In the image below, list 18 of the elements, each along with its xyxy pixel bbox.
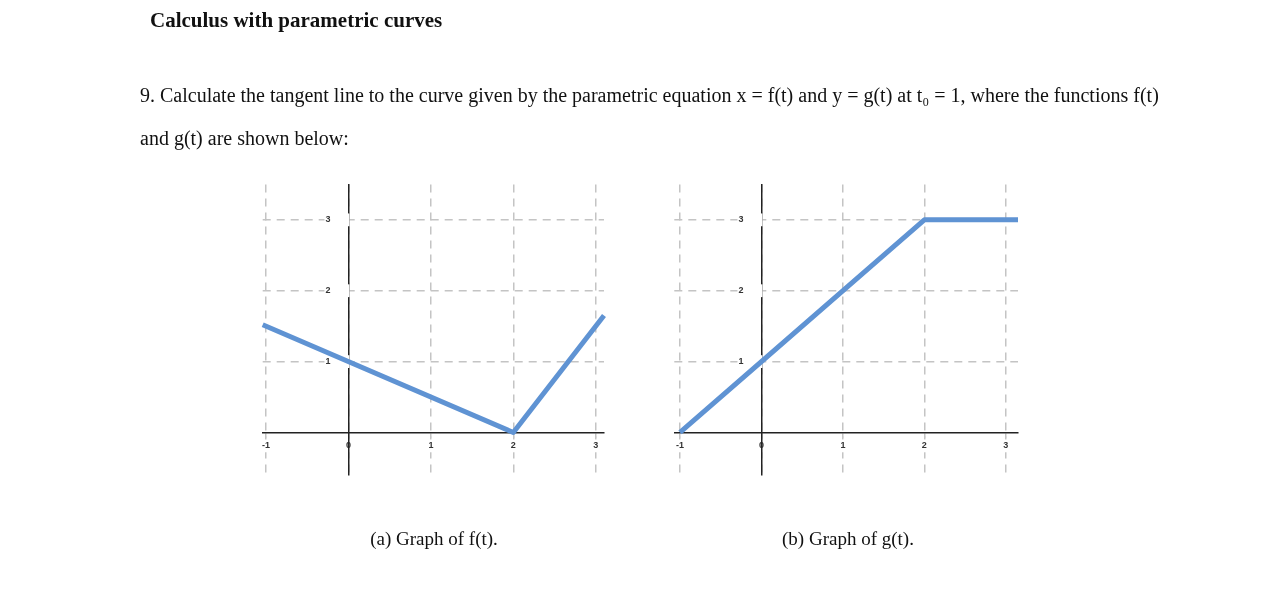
x-tick-label: -1 [675, 440, 685, 451]
y-tick-label: 2 [738, 285, 762, 296]
y-tick-label: 1 [325, 356, 349, 367]
y-tick-label: 3 [325, 214, 349, 225]
x-tick-label: -1 [261, 440, 271, 451]
x-tick-label: 2 [510, 440, 516, 451]
y-tick-label: 3 [738, 214, 762, 225]
x-tick-label: 2 [921, 440, 927, 451]
y-tick-label: 2 [325, 285, 349, 296]
x-tick-label: 3 [1003, 440, 1009, 451]
x-tick-label: 1 [840, 440, 846, 451]
text: 9. Calculate the tangent line to the curve given by the parametric equation x = f(t) and y = g(t) at t₀ = 1, where the functions f(t) and g(t) are shown below: [140, 83, 1160, 152]
x-tick-label: 3 [593, 440, 599, 451]
x-tick-label: 1 [428, 440, 434, 451]
y-tick-label: 1 [738, 356, 762, 367]
text: (a) Graph of f(t). [369, 528, 499, 550]
text: (b) Graph of g(t). [781, 528, 915, 550]
text: Calculus with parametric curves [150, 8, 443, 33]
